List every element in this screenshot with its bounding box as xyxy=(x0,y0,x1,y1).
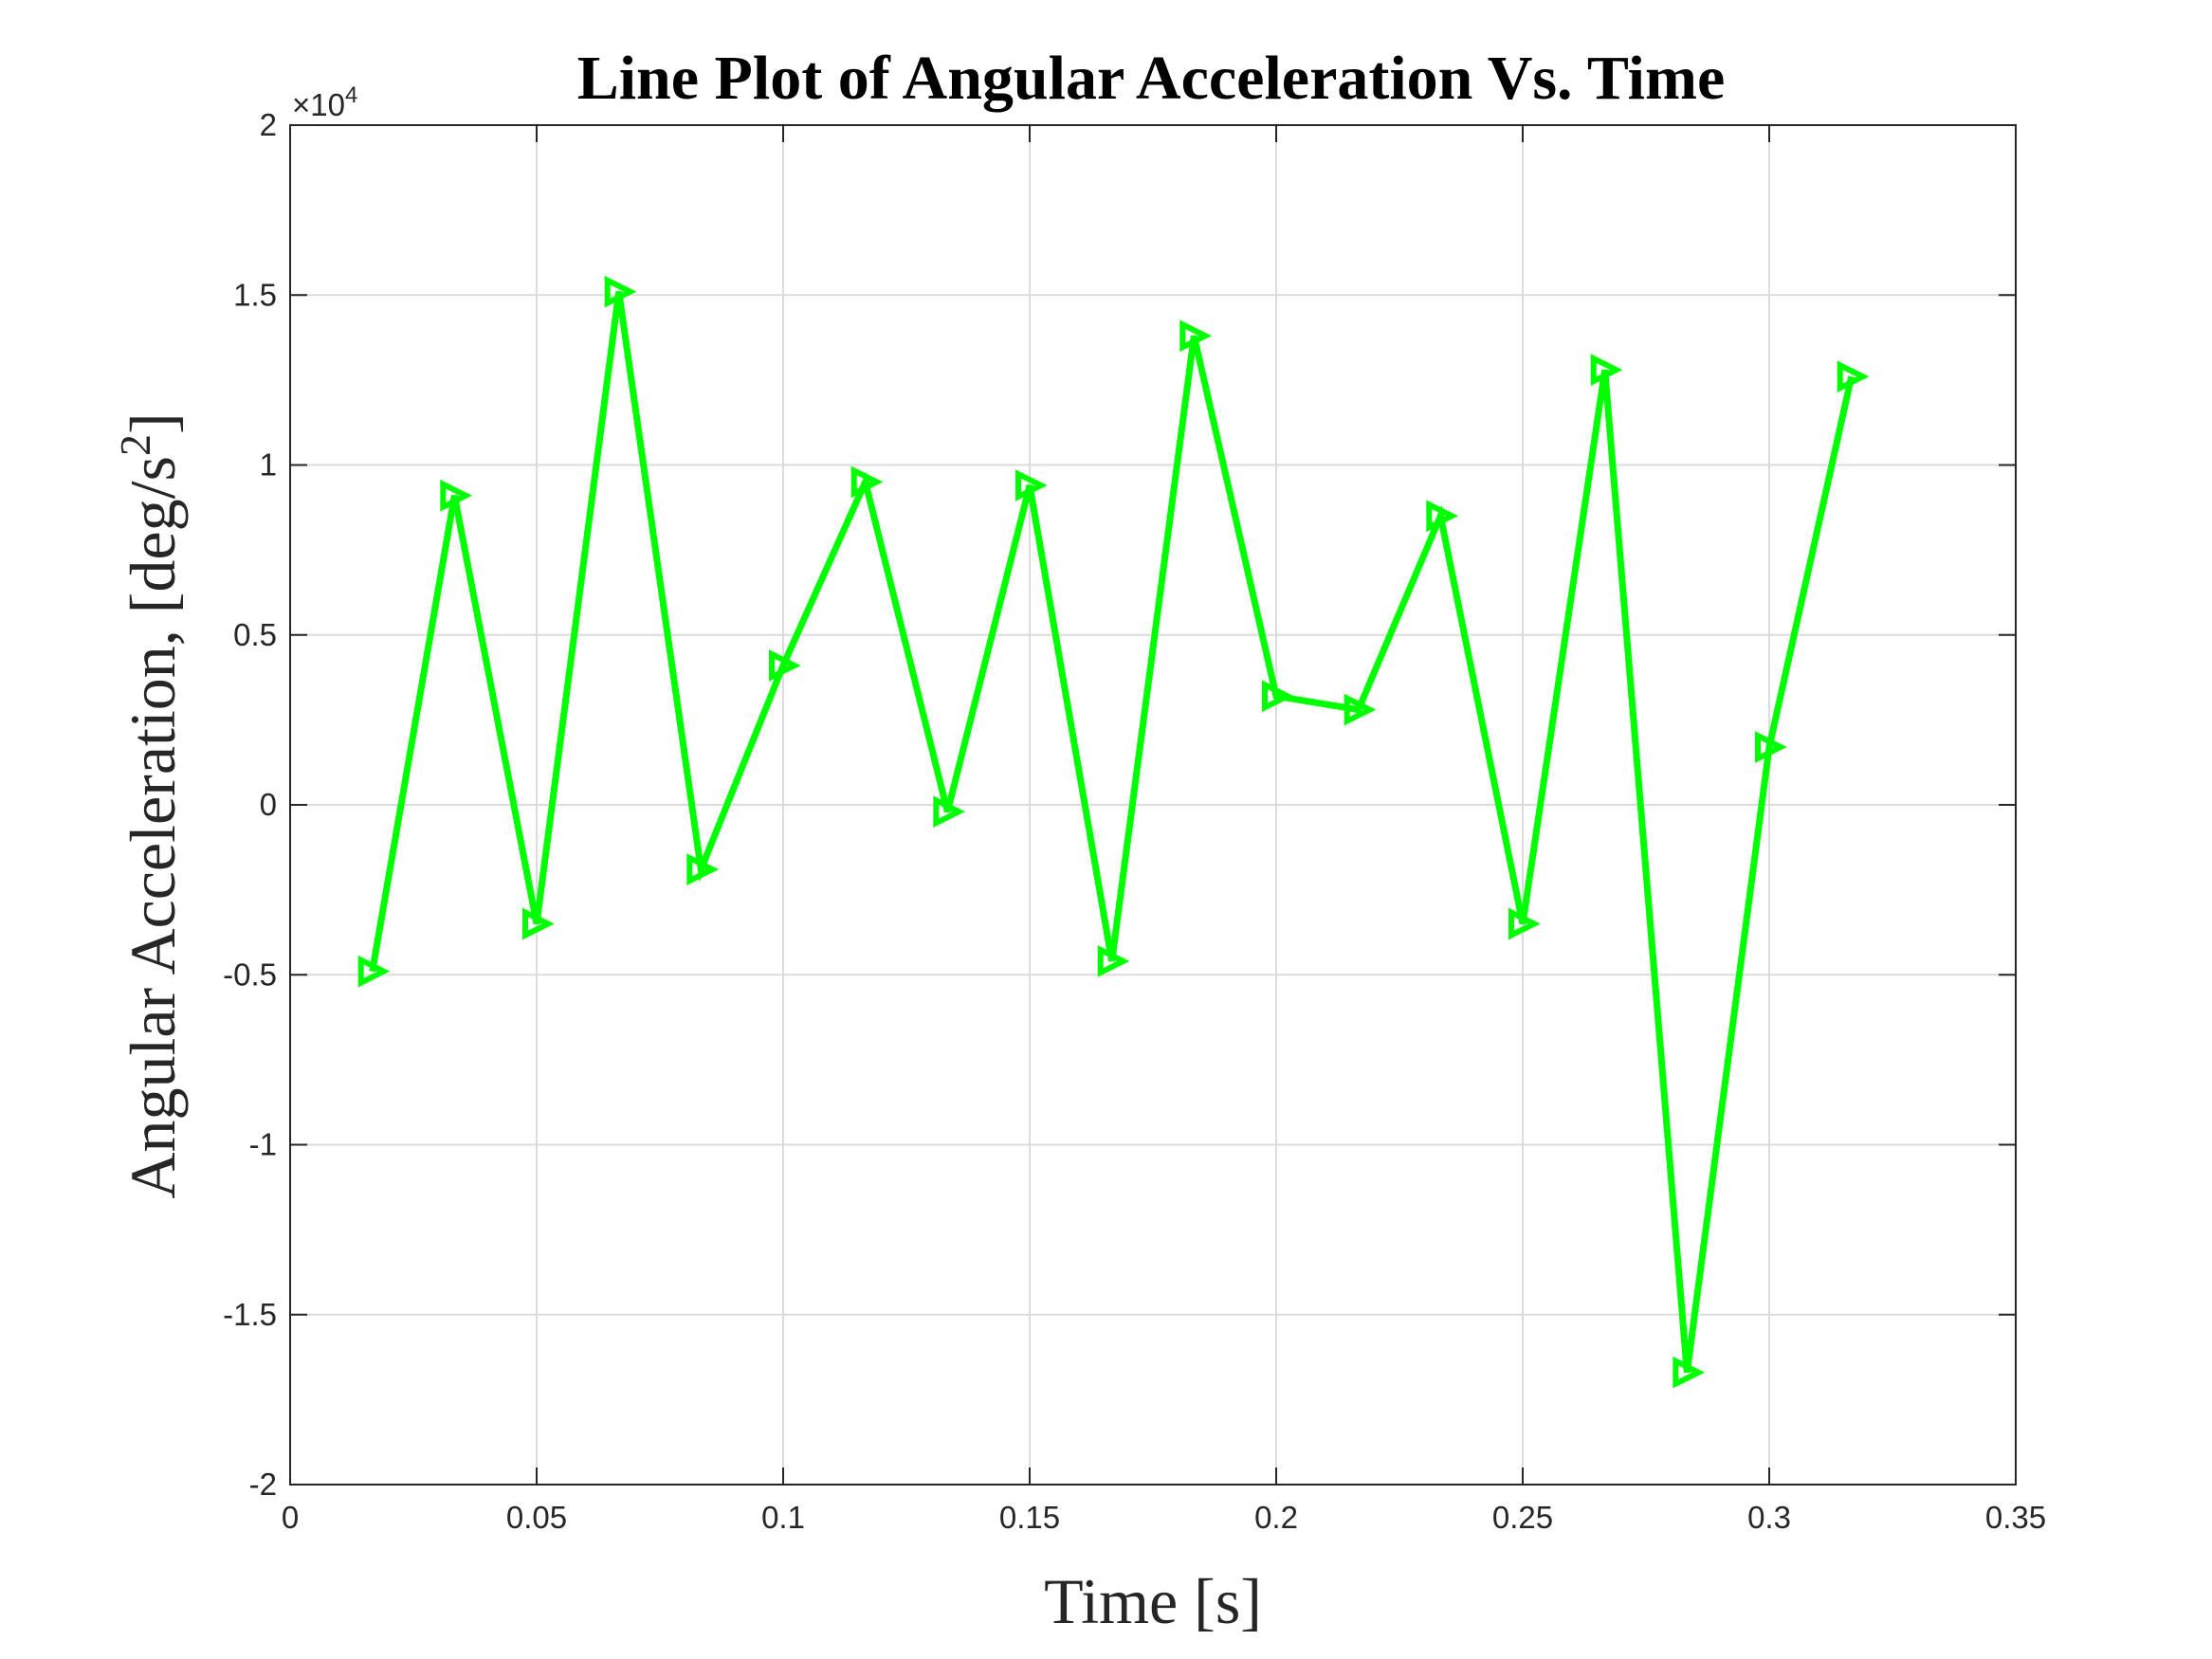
x-tick-label: 0.1 xyxy=(761,1500,805,1535)
y-axis-multiplier: ×104 xyxy=(292,82,357,122)
data-point-marker xyxy=(1673,1356,1706,1389)
data-point-marker xyxy=(933,795,966,829)
data-point-marker xyxy=(1755,731,1787,763)
chart-title: Line Plot of Angular Acceleration Vs. Ti… xyxy=(577,44,1726,113)
data-point-marker xyxy=(1508,907,1541,940)
y-tick-labels: -2 -1.5 -1 -0.5 0 0.5 1 1.5 2 xyxy=(223,107,277,1502)
x-tick-label: 0.2 xyxy=(1254,1500,1298,1535)
data-point-marker xyxy=(850,465,884,499)
y-tick-label: -1.5 xyxy=(223,1297,277,1332)
x-axis-label: Time [s] xyxy=(1044,1565,1262,1637)
y-tick-label: 1.5 xyxy=(233,277,277,312)
data-point-marker xyxy=(1262,680,1294,713)
x-tick-label: 0.05 xyxy=(506,1500,567,1535)
x-tick-labels: 0 0.05 0.1 0.15 0.2 0.25 0.3 0.35 xyxy=(282,1500,2046,1535)
series-line xyxy=(369,291,1856,1374)
y-tick-label: 2 xyxy=(260,107,277,142)
series-layer xyxy=(357,275,1870,1389)
y-tick-label: 1 xyxy=(260,447,277,483)
data-point-marker xyxy=(1344,693,1377,726)
x-tick-label: 0.15 xyxy=(999,1500,1060,1535)
y-tick-label: 0.5 xyxy=(233,617,277,652)
data-point-marker xyxy=(1837,360,1870,393)
data-point-marker xyxy=(1426,500,1459,533)
y-tick-label: -2 xyxy=(249,1467,277,1502)
grid-lines xyxy=(290,125,2016,1485)
x-tick-label: 0.35 xyxy=(1985,1500,2046,1535)
data-point-marker xyxy=(1097,945,1130,977)
data-point-marker xyxy=(1015,469,1048,501)
data-point-marker xyxy=(522,907,555,940)
y-tick-label: -0.5 xyxy=(223,957,277,992)
data-point-marker xyxy=(440,479,473,512)
y-tick-label: -1 xyxy=(249,1127,277,1162)
y-axis-label: Angular Acceleration, [deg/s2] xyxy=(111,412,189,1198)
tick-marks xyxy=(289,124,2017,1486)
data-point-marker xyxy=(604,275,637,308)
data-point-marker xyxy=(1179,319,1213,353)
x-tick-label: 0 xyxy=(282,1500,299,1535)
y-tick-label: 0 xyxy=(260,787,277,822)
data-point-marker xyxy=(1590,354,1623,386)
x-tick-label: 0.3 xyxy=(1747,1500,1791,1535)
x-tick-label: 0.25 xyxy=(1492,1500,1553,1535)
data-point-marker xyxy=(357,955,391,988)
data-point-marker xyxy=(769,649,801,682)
data-point-marker xyxy=(686,853,720,885)
